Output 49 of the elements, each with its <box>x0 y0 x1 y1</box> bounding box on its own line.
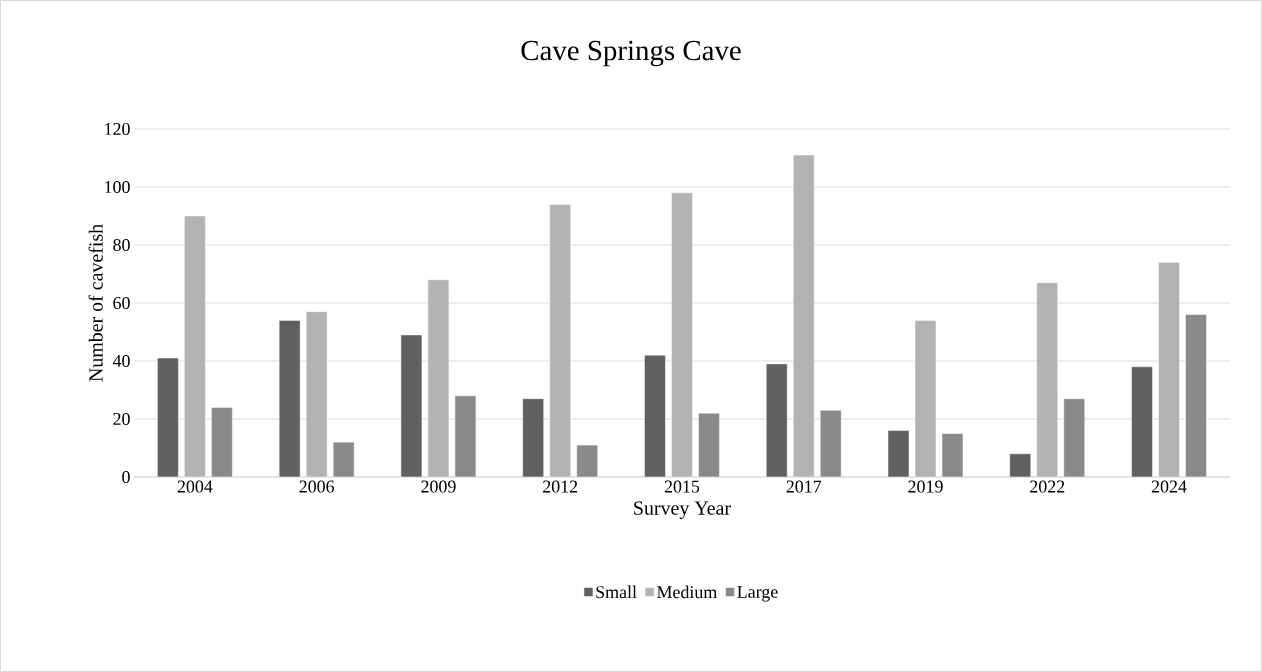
bar <box>1158 262 1180 478</box>
bar <box>887 430 910 478</box>
bar <box>157 357 179 478</box>
bar <box>819 410 842 478</box>
x-tick-label: 2004 <box>177 480 213 493</box>
legend-label: Medium <box>657 585 717 599</box>
y-tick-label: 40 <box>112 354 130 368</box>
x-tick-label: 2024 <box>1151 480 1187 493</box>
y-tick-label: 60 <box>113 296 130 310</box>
x-tick-label: 2006 <box>299 480 335 493</box>
x-tick-label: 2009 <box>421 480 456 493</box>
bar <box>332 441 355 478</box>
x-tick-label: 2012 <box>543 480 578 493</box>
legend-label: Small <box>596 585 637 599</box>
y-axis-title: Number of cavefish <box>88 224 103 382</box>
bar <box>941 433 964 478</box>
legend-label: Large <box>737 585 778 602</box>
y-tick-label: 0 <box>122 470 130 484</box>
y-tick-label: 120 <box>105 122 130 136</box>
bar <box>305 311 328 478</box>
bar <box>914 320 937 478</box>
bar <box>1009 453 1032 478</box>
bar <box>765 363 788 478</box>
bar <box>1036 282 1059 478</box>
x-axis-title: Survey Year <box>634 501 731 519</box>
y-tick-label: 100 <box>105 180 130 194</box>
bar <box>278 320 301 478</box>
bar <box>576 444 598 478</box>
bar <box>454 395 477 478</box>
bar <box>1063 398 1086 478</box>
bar <box>400 334 423 478</box>
bar <box>644 354 666 478</box>
bar <box>698 412 720 478</box>
y-tick-label: 80 <box>113 238 130 252</box>
x-tick-label: 2017 <box>786 480 822 493</box>
bar <box>427 279 450 478</box>
bar <box>522 398 544 478</box>
bar <box>792 154 815 478</box>
bar <box>671 192 693 478</box>
x-tick-label: 2019 <box>908 480 943 493</box>
chart-title: Cave Springs Cave <box>521 40 741 67</box>
bar <box>211 407 233 478</box>
x-tick-label: 2015 <box>664 480 700 493</box>
bar <box>184 215 206 478</box>
bar <box>549 204 571 478</box>
bar <box>1131 366 1153 478</box>
y-tick-label: 20 <box>113 412 130 426</box>
bar <box>1185 314 1207 478</box>
x-tick-label: 2022 <box>1030 480 1065 493</box>
